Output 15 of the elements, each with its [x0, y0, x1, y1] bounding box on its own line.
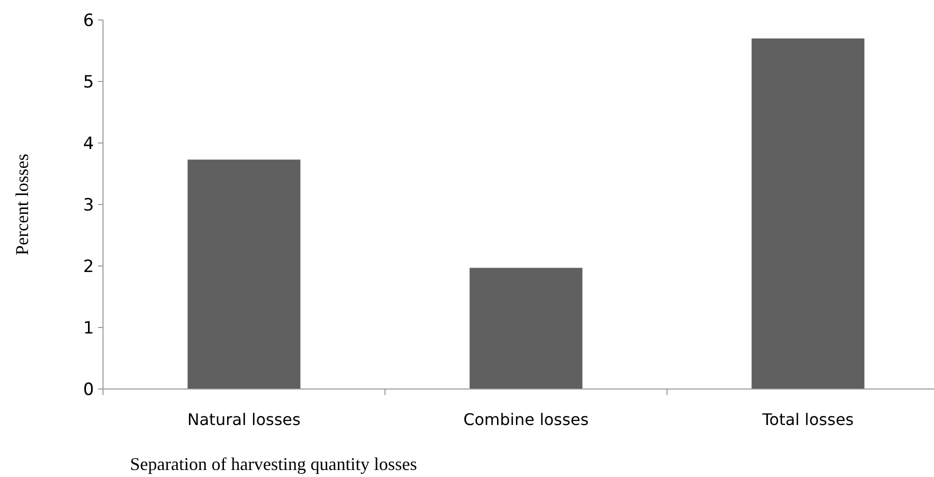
y-tick-label: 1 [83, 318, 94, 338]
y-tick-label: 2 [83, 256, 94, 277]
x-tick-label: Combine losses [463, 410, 589, 429]
x-axis-title: Separation of harvesting quantity losses [130, 454, 417, 474]
y-tick-label: 4 [83, 134, 94, 154]
bar [752, 38, 864, 389]
y-axis-title: Percent losses [12, 154, 32, 256]
y-tick-label: 5 [83, 72, 94, 92]
x-tick-label: Natural losses [187, 410, 301, 429]
y-tick-label: 3 [83, 195, 94, 216]
bar [470, 268, 582, 389]
x-tick-label: Total losses [761, 410, 854, 429]
y-tick-label: 6 [83, 10, 94, 31]
bar [188, 160, 300, 389]
y-tick-label: 0 [83, 380, 94, 400]
